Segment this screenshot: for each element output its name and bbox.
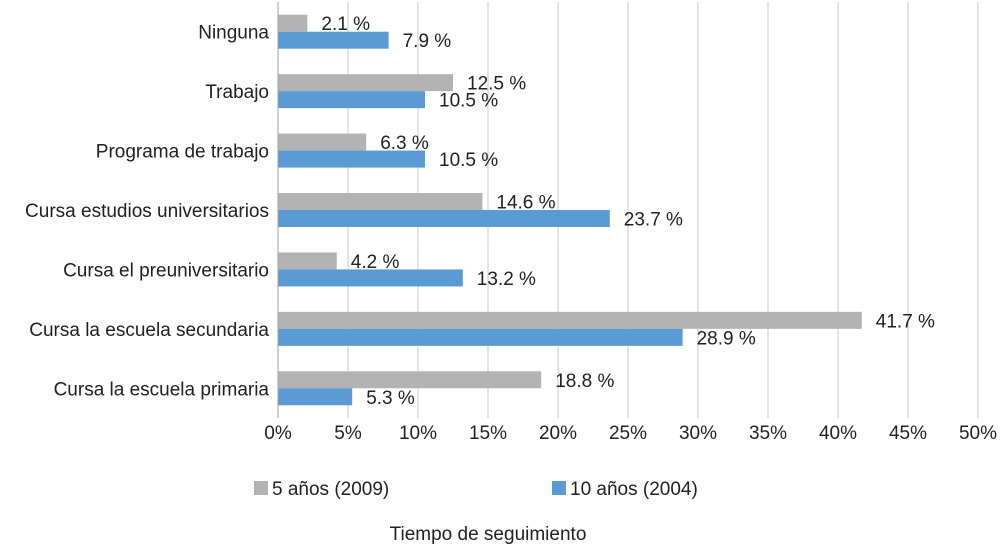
category-label: Cursa la escuela primaria (54, 379, 270, 400)
category-label: Ninguna (198, 23, 269, 44)
tick-label: 10% (399, 423, 437, 444)
data-label: 4.2 % (351, 252, 400, 273)
category-label: Trabajo (205, 82, 269, 103)
bar (278, 311, 862, 329)
category-label: Programa de trabajo (96, 142, 269, 163)
data-label: 10.5 % (439, 150, 498, 171)
bar (278, 252, 337, 270)
tick-label: 20% (539, 423, 577, 444)
legend-label: 10 años (2004) (570, 479, 698, 500)
tick-label: 5% (334, 423, 362, 444)
bar (278, 269, 463, 287)
legend-swatch (254, 481, 268, 495)
grid-lines (347, 2, 979, 418)
tick-label: 25% (609, 423, 647, 444)
category-label: Cursa la escuela secundaria (29, 320, 269, 341)
bar (278, 133, 367, 151)
data-label: 12.5 % (467, 74, 526, 95)
bar (278, 371, 542, 389)
tick-label: 30% (679, 423, 717, 444)
tick-label: 50% (959, 423, 997, 444)
bar (278, 74, 453, 92)
category-label: Cursa el preuniversitario (63, 260, 269, 281)
bar (278, 193, 483, 210)
legend-swatch (552, 481, 566, 495)
bars (278, 14, 862, 406)
data-label: 41.7 % (876, 311, 935, 332)
tick-label: 45% (889, 423, 927, 444)
tick-label: 15% (469, 423, 507, 444)
tick-label: 35% (749, 423, 787, 444)
tick-label: 40% (819, 423, 857, 444)
data-label: 13.2 % (477, 269, 536, 290)
bar (278, 31, 389, 49)
data-label: 23.7 % (624, 210, 683, 231)
legend-label: 5 años (2009) (272, 479, 389, 500)
bar (278, 150, 425, 168)
data-label: 10.5 % (439, 91, 498, 112)
data-label: 6.3 % (380, 133, 429, 154)
bar (278, 91, 425, 109)
data-labels: 2.1 %7.9 %12.5 %10.5 %6.3 %10.5 %14.6 %2… (321, 14, 935, 409)
legend: 5 años (2009) 10 años (2004) (254, 479, 698, 500)
category-label: Cursa estudios universitarios (25, 201, 269, 222)
x-tick-labels: 0% 5% 10% 15% 20% 25% 30% 35% 40% 45% 50% (264, 423, 997, 444)
data-label: 5.3 % (366, 388, 415, 409)
bar (278, 328, 683, 346)
category-labels: Ninguna Trabajo Programa de trabajo Cursa e… (25, 23, 269, 401)
bar (278, 14, 308, 32)
data-label: 18.8 % (555, 371, 614, 392)
bar (278, 210, 610, 227)
data-label: 14.6 % (496, 193, 555, 214)
x-axis-title: Tiempo de seguimiento (390, 524, 587, 545)
data-label: 7.9 % (403, 31, 452, 52)
data-label: 28.9 % (697, 328, 756, 349)
tick-label: 0% (264, 423, 292, 444)
bar (278, 388, 353, 406)
data-label: 2.1 % (321, 14, 370, 35)
